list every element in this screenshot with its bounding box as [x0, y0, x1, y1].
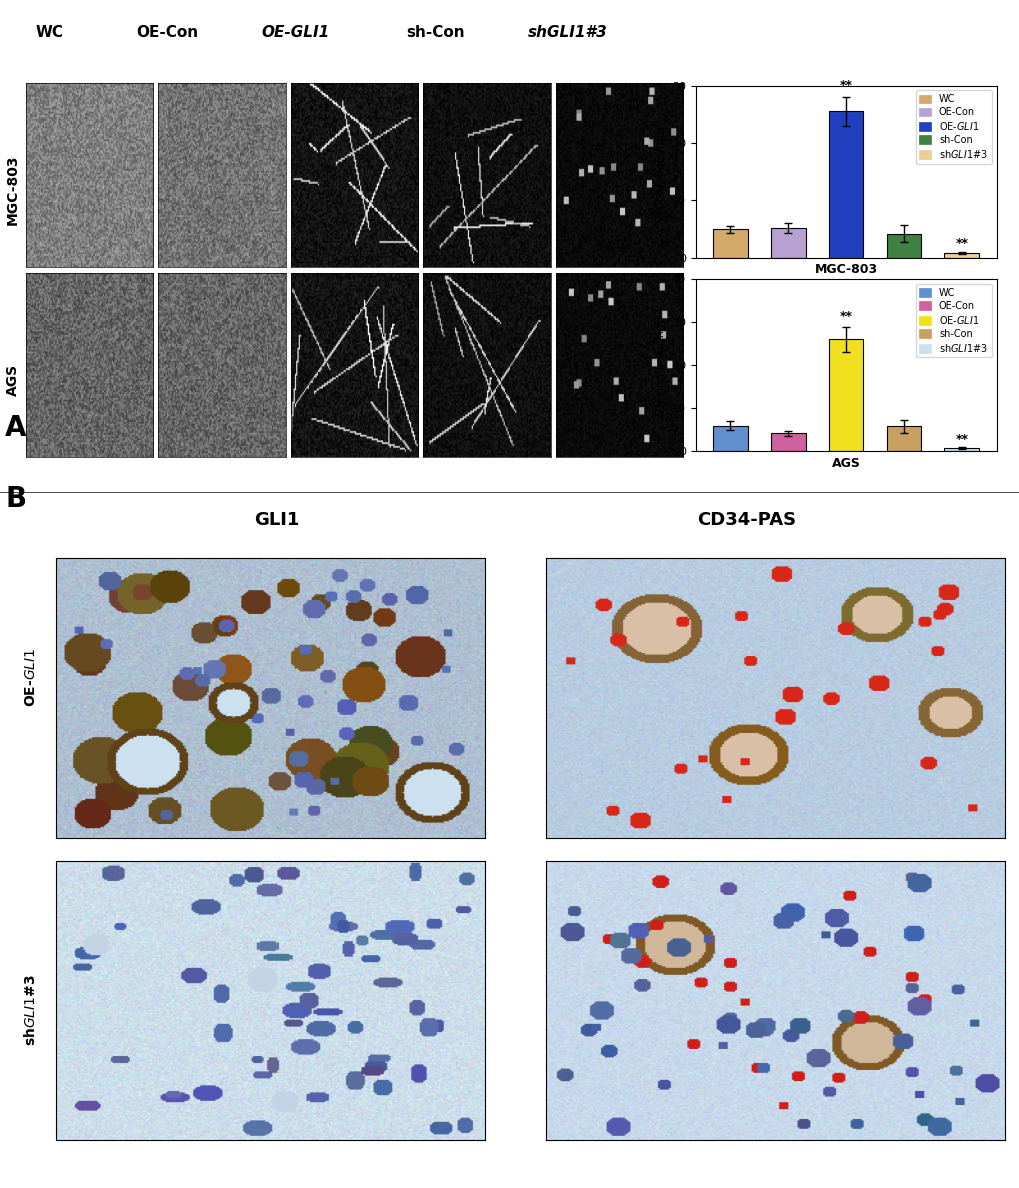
Text: sh$GLI1$#3: sh$GLI1$#3 [23, 974, 38, 1045]
Y-axis label: VM numbers/mm²: VM numbers/mm² [655, 121, 665, 222]
Y-axis label: VM numbers/mm²: VM numbers/mm² [655, 315, 665, 416]
Bar [712, 425, 747, 451]
Text: B: B [5, 485, 26, 513]
Text: A: A [5, 413, 26, 442]
Text: CD34-PAS: CD34-PAS [696, 511, 795, 529]
X-axis label: AGS: AGS [830, 457, 860, 470]
Text: WC: WC [36, 25, 64, 40]
X-axis label: MGC-803: MGC-803 [814, 264, 876, 277]
Bar [770, 228, 805, 258]
Text: OE-GLI1: OE-GLI1 [262, 25, 329, 40]
Legend: WC, OE-Con, OE-$GLI1$, sh-Con, sh$GLI1$#3: WC, OE-Con, OE-$GLI1$, sh-Con, sh$GLI1$#… [915, 90, 990, 164]
Text: **: ** [839, 80, 852, 93]
Text: GLI1: GLI1 [254, 511, 300, 529]
Text: **: ** [955, 434, 967, 446]
Bar [944, 253, 978, 258]
Text: sh-Con: sh-Con [406, 25, 465, 40]
Text: MGC-803: MGC-803 [6, 154, 19, 226]
Text: shGLI1#3: shGLI1#3 [527, 25, 606, 40]
Bar [944, 448, 978, 451]
Text: **: ** [839, 310, 852, 323]
Text: AGS: AGS [6, 364, 19, 397]
Text: **: ** [955, 238, 967, 251]
Bar [827, 340, 863, 451]
Bar [827, 112, 863, 258]
Bar [886, 426, 920, 451]
Text: OE-$GLI1$: OE-$GLI1$ [23, 647, 38, 707]
Bar [770, 434, 805, 451]
Text: OE-Con: OE-Con [137, 25, 198, 40]
Legend: WC, OE-Con, OE-$GLI1$, sh-Con, sh$GLI1$#3: WC, OE-Con, OE-$GLI1$, sh-Con, sh$GLI1$#… [915, 284, 990, 358]
Bar [712, 229, 747, 258]
Bar [886, 234, 920, 258]
